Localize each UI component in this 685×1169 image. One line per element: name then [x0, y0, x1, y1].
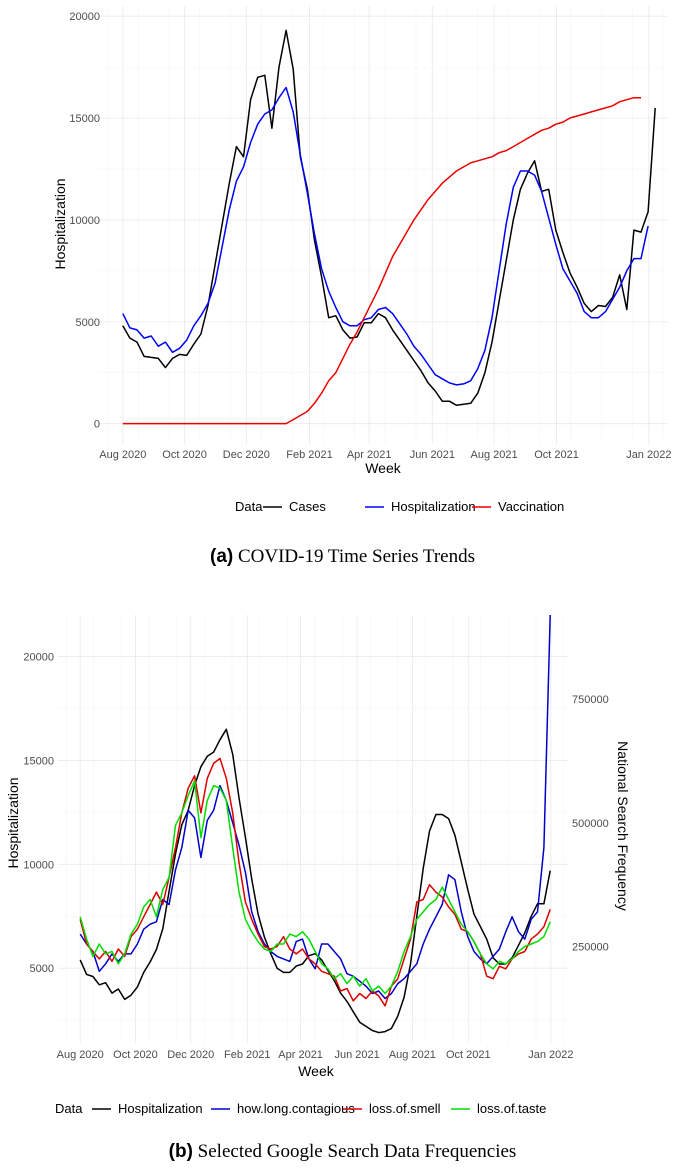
series-line-cases — [122, 29, 656, 407]
x-tick-label: Apr 2021 — [347, 449, 392, 461]
x-tick-label: Feb 2021 — [286, 449, 332, 461]
series-line-hospitalization — [79, 728, 551, 1034]
secondary-y-axis-title: National Search Frequency — [615, 741, 631, 911]
legend: Data Cases Hospitalization Vaccination — [235, 499, 564, 514]
x-axis-ticks: Aug 2020 Oct 2020 Dec 2020 Feb 2021 Apr 2021… — [57, 1049, 574, 1061]
series-line-loss-of-taste — [79, 780, 551, 995]
x-tick-label: Jun 2021 — [410, 449, 455, 461]
y-axis-ticks: 0 5000 10000 15000 20000 — [69, 11, 100, 430]
x-tick-label: Dec 2020 — [223, 449, 270, 461]
legend-label: Cases — [289, 499, 326, 514]
series-line-hospitalization — [122, 86, 649, 386]
series — [79, 614, 551, 1034]
legend-title: Data — [235, 499, 263, 514]
x-tick-label: Oct 2021 — [534, 449, 579, 461]
x-tick-label: Aug 2020 — [99, 449, 146, 461]
caption-label: (a) — [210, 546, 234, 567]
y-tick-label: 0 — [94, 419, 100, 431]
series-line-how-long-contagious — [79, 614, 551, 1000]
x-tick-label: Oct 2020 — [113, 1049, 158, 1061]
legend: Data Hospitalization how.long.contagious lo… — [55, 1101, 546, 1116]
y2-tick-label: 500000 — [572, 818, 609, 830]
x-axis-title: Week — [298, 1063, 335, 1079]
caption-b: (b) Selected Google Search Data Frequenc… — [0, 1141, 685, 1163]
caption-text: COVID-19 Time Series Trends — [237, 546, 475, 567]
x-axis-title: Week — [365, 460, 402, 476]
grid — [58, 615, 568, 1043]
x-tick-label: Aug 2021 — [389, 1049, 436, 1061]
y-axis-title: Hospitalization — [5, 777, 21, 868]
chart-search-frequencies: 5000 10000 15000 20000 250000 500000 750000 A… — [5, 614, 631, 1116]
y-tick-label: 10000 — [23, 859, 54, 871]
legend-label: how.long.contagious — [237, 1101, 355, 1116]
x-tick-label: Aug 2020 — [57, 1049, 104, 1061]
x-tick-label: Oct 2021 — [446, 1049, 491, 1061]
legend-label: Vaccination — [498, 499, 564, 514]
y-tick-label: 20000 — [23, 652, 54, 664]
y-tick-label: 5000 — [30, 963, 54, 975]
legend-title: Data — [55, 1101, 83, 1116]
y2-tick-label: 250000 — [572, 942, 609, 954]
y-axis-ticks: 5000 10000 15000 20000 — [23, 652, 54, 976]
x-axis-ticks: Aug 2020 Oct 2020 Dec 2020 Feb 2021 Apr 2021… — [99, 449, 671, 461]
grid — [98, 6, 668, 444]
x-tick-label: Jan 2022 — [626, 449, 671, 461]
series-line-vaccination — [122, 96, 641, 425]
chart-covid-trends: 0 5000 10000 15000 20000 Aug 2020 Oct 2020 Dec… — [52, 6, 671, 514]
legend-label: Hospitalization — [391, 499, 476, 514]
y-tick-label: 10000 — [69, 215, 100, 227]
x-tick-label: Jun 2021 — [335, 1049, 380, 1061]
legend-label: Hospitalization — [118, 1101, 203, 1116]
caption-text: Selected Google Search Data Frequencies — [197, 1141, 517, 1162]
x-tick-label: Feb 2021 — [224, 1049, 270, 1061]
x-tick-label: Aug 2021 — [471, 449, 518, 461]
x-tick-label: Apr 2021 — [278, 1049, 323, 1061]
y2-tick-label: 750000 — [572, 694, 609, 706]
caption-label: (b) — [168, 1141, 193, 1162]
x-tick-label: Dec 2020 — [167, 1049, 214, 1061]
y-tick-label: 5000 — [76, 317, 100, 329]
secondary-y-axis-ticks: 250000 500000 750000 — [572, 694, 609, 953]
y-tick-label: 15000 — [69, 113, 100, 125]
x-tick-label: Jan 2022 — [528, 1049, 573, 1061]
y-axis-title: Hospitalization — [52, 178, 68, 269]
legend-label: loss.of.taste — [477, 1101, 546, 1116]
y-tick-label: 15000 — [23, 755, 54, 767]
caption-a: (a) COVID-19 Time Series Trends — [0, 546, 685, 568]
series — [122, 29, 656, 425]
x-tick-label: Oct 2020 — [162, 449, 207, 461]
legend-label: loss.of.smell — [369, 1101, 441, 1116]
y-tick-label: 20000 — [69, 11, 100, 23]
